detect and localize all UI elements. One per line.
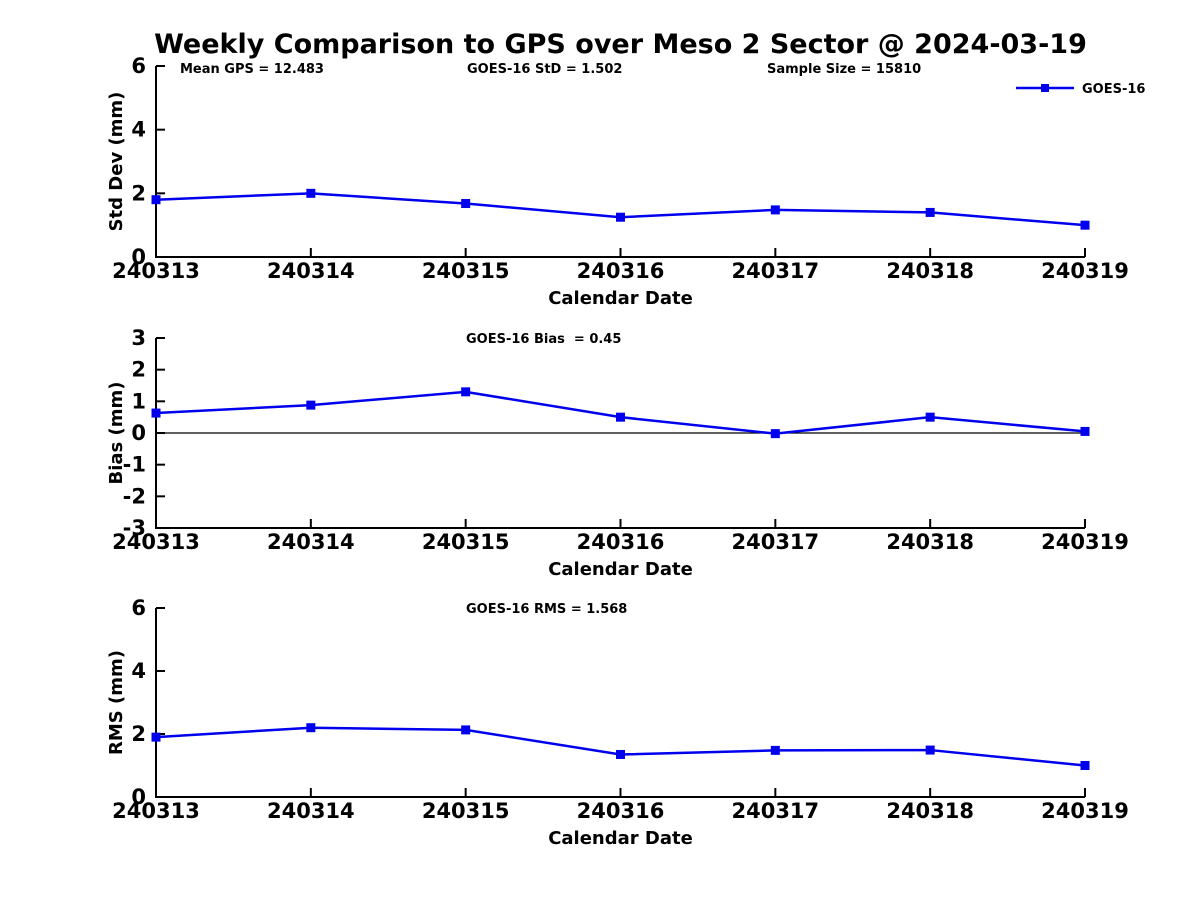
data-point-marker: [925, 412, 935, 422]
y-tick-label: 4: [131, 659, 146, 683]
data-point-marker: [461, 387, 471, 397]
data-point-marker: [770, 205, 780, 215]
figure-title: Weekly Comparison to GPS over Meso 2 Sec…: [154, 29, 1087, 60]
y-tick-label: 0: [131, 785, 146, 809]
x-tick-label: 240315: [422, 259, 510, 283]
x-tick-label: 240313: [112, 530, 200, 554]
y-tick-label: 6: [131, 54, 146, 78]
x-tick-label: 240319: [1041, 530, 1129, 554]
y-tick-label: 6: [131, 596, 146, 620]
y-tick-label: 2: [131, 722, 146, 746]
x-tick-label: 240318: [886, 530, 974, 554]
x-axis-label: Calendar Date: [548, 828, 693, 849]
x-tick-label: 240314: [267, 259, 355, 283]
x-tick-label: 240313: [112, 799, 200, 823]
data-point-marker: [151, 195, 161, 205]
subplot-title: GOES-16 RMS = 1.568: [466, 602, 627, 617]
data-point-marker: [151, 408, 161, 418]
legend-label: GOES-16: [1082, 82, 1145, 97]
data-point-marker: [616, 212, 625, 222]
axes-spines: [155, 66, 1085, 258]
x-tick-label: 240316: [577, 799, 665, 823]
subplot-title: GOES-16 Bias = 0.45: [466, 332, 621, 347]
x-tick-label: 240317: [731, 799, 819, 823]
x-tick-label: 240313: [112, 259, 200, 283]
y-axis-label: Bias (mm): [106, 382, 127, 485]
x-tick-label: 240315: [422, 530, 510, 554]
annotation-mean-gps: Mean GPS = 12.483: [180, 62, 324, 77]
data-point-marker: [1080, 761, 1090, 770]
data-point-marker: [770, 745, 780, 755]
axes-spines: [155, 608, 1085, 798]
y-tick-label: -1: [123, 453, 146, 477]
annotation-goes16-std: GOES-16 StD = 1.502: [467, 62, 622, 77]
data-point-marker: [1080, 426, 1090, 436]
x-tick-label: 240316: [577, 530, 665, 554]
x-tick-label: 240317: [731, 530, 819, 554]
data-point-marker: [925, 207, 935, 217]
y-tick-label: -2: [123, 484, 146, 508]
data-point-marker: [616, 749, 625, 759]
series-line: [155, 726, 1086, 767]
data-point-marker: [770, 429, 780, 439]
x-tick-label: 240317: [731, 259, 819, 283]
data-point-marker: [461, 199, 471, 209]
x-tick-label: 240319: [1041, 259, 1129, 283]
data-point-marker: [306, 400, 316, 410]
y-axis-label: RMS (mm): [106, 650, 127, 755]
y-tick-label: -3: [123, 516, 146, 540]
y-tick-label: 4: [131, 118, 146, 142]
data-point-marker: [306, 188, 316, 198]
x-tick-label: 240314: [267, 799, 355, 823]
data-point-marker: [151, 732, 161, 742]
x-tick-label: 240318: [886, 259, 974, 283]
x-tick-label: 240319: [1041, 799, 1129, 823]
legend-marker-icon: [1041, 84, 1049, 92]
x-axis-label: Calendar Date: [548, 559, 693, 580]
data-point-marker: [616, 412, 625, 422]
x-tick-label: 240314: [267, 530, 355, 554]
y-tick-label: 2: [131, 181, 146, 205]
x-axis-label: Calendar Date: [548, 288, 693, 309]
x-tick-label: 240315: [422, 799, 510, 823]
annotation-sample-size: Sample Size = 15810: [767, 62, 921, 77]
data-point-marker: [925, 745, 935, 755]
y-tick-label: 3: [131, 326, 146, 350]
y-axis-label: Std Dev (mm): [106, 92, 127, 232]
y-tick-label: 0: [131, 245, 146, 269]
y-tick-label: 2: [131, 358, 146, 382]
x-tick-label: 240318: [886, 799, 974, 823]
data-point-marker: [306, 723, 316, 733]
x-tick-label: 240316: [577, 259, 665, 283]
data-point-marker: [1080, 220, 1090, 230]
data-point-marker: [461, 725, 471, 735]
y-tick-label: 1: [131, 389, 146, 413]
y-tick-label: 0: [131, 421, 146, 445]
